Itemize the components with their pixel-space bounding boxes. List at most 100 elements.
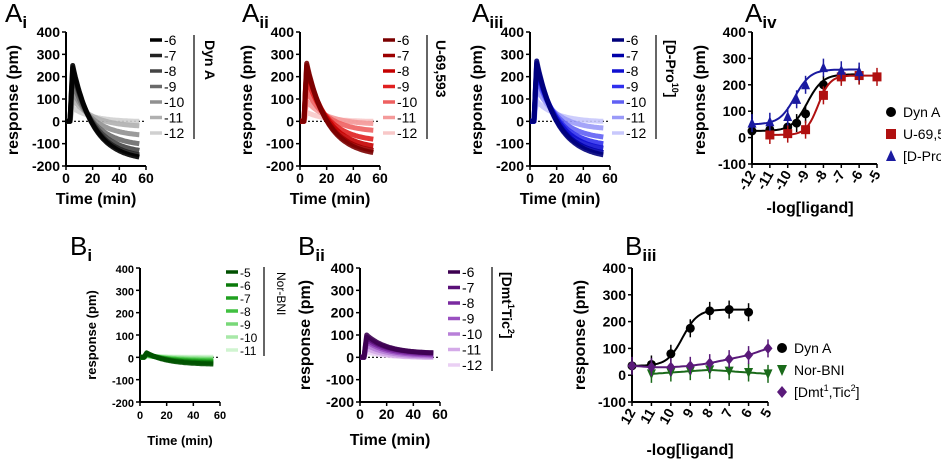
y-tick-label: 100 [501,91,525,107]
legend-label: -6 [462,264,475,280]
y-tick-label: 400 [331,260,355,276]
legend-label: Dyn A [903,104,941,120]
y-tick-label: -100 [32,136,60,152]
legend-marker [886,129,896,139]
data-point [705,357,715,369]
x-axis-label: Time (min) [290,191,371,208]
legend-superscript: 1 [824,383,829,393]
panel-title: Biii [625,231,657,265]
data-point [646,361,656,373]
legend-label: -9 [164,79,177,95]
panel-aiv: Aiv4003002001000-100-12-11-10-9-8-7-6-5-… [692,0,941,217]
legend-label: -9 [240,318,251,332]
x-tick-label: 20 [161,410,173,422]
legend-label: -7 [462,280,475,296]
data-point [744,349,754,361]
legend-label: -11 [626,110,645,126]
legend-label: -5 [240,266,251,280]
trace--11 [298,98,375,127]
y-tick-label: -200 [32,158,60,174]
y-axis-label: response (pm) [84,290,99,380]
data-point [724,353,734,365]
y-tick-label: 0 [516,113,524,129]
legend-label: -8 [164,63,177,79]
y-tick-label: 400 [603,260,627,276]
y-tick-label: 300 [331,282,355,298]
panel-subscript: iii [642,246,656,265]
x-tick-label: -10 [770,167,794,193]
y-tick-label: -100 [326,372,354,388]
panel-title: Aiii [472,0,504,32]
x-tick-label: 40 [112,170,128,186]
legend-label: [D-Pro10] [903,147,941,164]
y-tick-label: 200 [723,77,747,93]
data-point [763,342,773,354]
x-tick-label: 6 [737,405,755,420]
ligand-superscript: 1 [506,304,516,309]
y-tick-label: 0 [346,349,354,365]
panel-subscript: iii [489,13,503,32]
x-tick-label: 40 [576,170,592,186]
x-tick-label: 20 [319,170,335,186]
panel-title: Aii [242,0,269,32]
data-point [783,110,793,121]
y-tick-label: 200 [603,314,627,330]
y-tick-label: 300 [116,286,134,298]
y-tick-label: -100 [266,136,294,152]
y-axis-label: response (pm) [239,45,256,155]
y-tick-label: 200 [271,69,295,85]
y-tick-label: -100 [718,156,746,172]
x-axis-label: -log[ligand] [766,200,853,217]
x-axis-label: Time (min) [56,191,137,208]
legend-label-mid: ,Tic [829,384,851,400]
legend-label: -10 [397,94,417,110]
legend-label: -6 [164,32,177,48]
legend-label: -6 [626,32,639,48]
legend-label: Nor-BNI [794,362,845,378]
y-tick-label: -200 [266,158,294,174]
x-tick-label: 5 [757,405,775,420]
x-tick-label: 0 [526,170,534,186]
ligand-label: Dyn A [202,40,218,80]
legend-label: -11 [164,110,183,126]
x-tick-label: -9 [792,167,812,186]
y-tick-label: 100 [723,103,747,119]
y-axis-label: response (pm) [692,45,709,155]
data-point [747,117,757,128]
y-tick-label: 0 [128,353,134,365]
y-axis-label: response (pm) [469,45,486,155]
x-tick-label: 60 [602,170,618,186]
trace--6 [358,332,435,360]
ligand-label-mid: Tic [499,309,515,329]
y-tick-label: 400 [723,24,747,40]
legend-label: -11 [462,342,481,358]
data-point [818,62,828,73]
legend-label: -10 [626,94,646,110]
x-tick-label: -7 [828,167,848,186]
legend-superscript-2: 2 [851,383,856,393]
data-point [792,118,802,128]
legend-label: [Dmt1,Tic2] [794,383,860,400]
y-axis-label: response (pm) [297,280,314,390]
ligand-superscript: 10 [670,83,680,93]
x-tick-label: 60 [138,170,154,186]
data-point [792,93,802,104]
data-point [724,305,734,315]
x-tick-label: 0 [62,170,70,186]
data-point [763,369,773,380]
y-tick-label: 400 [37,24,61,40]
y-tick-label: 300 [37,46,61,62]
legend-label: -9 [397,79,410,95]
y-tick-label: -200 [326,394,354,410]
panel-title: Bi [70,231,92,265]
x-tick-label: 60 [372,170,388,186]
data-point [685,360,695,372]
legend-label: -11 [397,110,416,126]
y-axis-label: response (pm) [5,45,22,155]
legend-label: -12 [462,357,482,373]
